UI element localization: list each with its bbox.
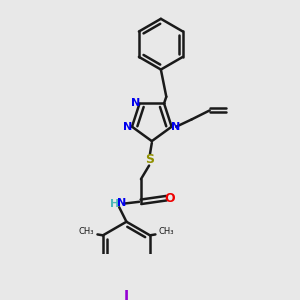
Text: N: N: [117, 198, 127, 208]
Text: CH₃: CH₃: [79, 227, 94, 236]
Text: N: N: [123, 122, 132, 132]
Text: N: N: [131, 98, 141, 107]
Text: CH₃: CH₃: [158, 227, 174, 236]
Text: S: S: [146, 153, 154, 166]
Text: N: N: [171, 122, 180, 132]
Text: O: O: [165, 192, 175, 205]
Text: H: H: [110, 199, 119, 208]
Text: I: I: [124, 289, 129, 300]
